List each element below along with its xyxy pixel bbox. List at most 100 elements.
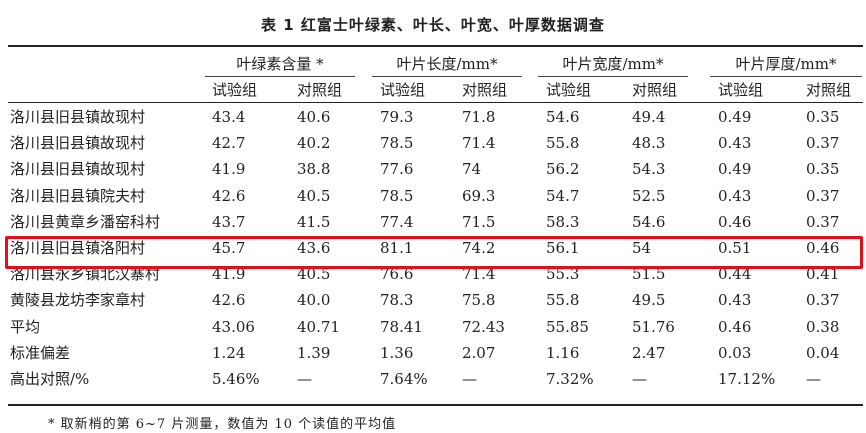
table-cell: 54.6 (546, 108, 580, 126)
table-cell: 7.32% (546, 370, 594, 388)
table-cell: 78.5 (380, 134, 414, 152)
table-cell: 55.85 (546, 318, 589, 336)
footnote: * 取新梢的第 6~7 片测量，数值为 10 个读值的平均值 (48, 417, 397, 432)
table-cell: 77.4 (380, 213, 414, 231)
table-cell: 0.46 (718, 318, 752, 336)
table-cell: 0.43 (718, 134, 752, 152)
subheader-control: 对照组 (297, 81, 343, 99)
table-cell: 0.37 (806, 213, 840, 231)
table-cell: 0.46 (806, 239, 840, 257)
table-cell: 43.06 (212, 318, 255, 336)
table-cell: 1.39 (297, 344, 331, 362)
table-cell: 71.4 (462, 134, 496, 152)
row-label: 平均 (10, 318, 41, 336)
table-cell: 54.3 (632, 160, 666, 178)
table-cell: 0.37 (806, 291, 840, 309)
subheader-test: 试验组 (718, 81, 764, 99)
row-label: 洛川县旧县镇故现村 (10, 160, 146, 178)
table-cell: 1.16 (546, 344, 580, 362)
table-cell: 55.3 (546, 265, 580, 283)
table-cell: 42.7 (212, 134, 246, 152)
table-cell: 40.2 (297, 134, 331, 152)
table-cell: 72.43 (462, 318, 505, 336)
row-label: 洛川县黄章乡潘窑科村 (10, 213, 161, 231)
table-cell: 40.5 (297, 187, 331, 205)
table-cell: 48.3 (632, 134, 666, 152)
group-underline (710, 76, 862, 77)
table-cell: 40.71 (297, 318, 340, 336)
table-caption: 表 1 红富士叶绿素、叶长、叶宽、叶厚数据调查 (261, 16, 605, 34)
table-cell: 40.0 (297, 291, 331, 309)
table-cell: 56.1 (546, 239, 580, 257)
bottom-rule (8, 404, 863, 406)
table-cell: 74 (462, 160, 482, 178)
row-label: 洛川县旧县镇院夫村 (10, 187, 146, 205)
row-label: 高出对照/% (10, 370, 90, 388)
table-cell: 0.37 (806, 187, 840, 205)
table-cell: 56.2 (546, 160, 580, 178)
table-cell: 71.4 (462, 265, 496, 283)
row-highlight-box (5, 236, 863, 269)
table-cell: 51.76 (632, 318, 675, 336)
table-cell: 0.46 (718, 213, 752, 231)
table-cell: 0.51 (718, 239, 752, 257)
table-cell: 78.41 (380, 318, 423, 336)
table-cell: 0.43 (718, 291, 752, 309)
table-cell: 0.03 (718, 344, 752, 362)
table-cell: 54.7 (546, 187, 580, 205)
subheader-control: 对照组 (632, 81, 678, 99)
table-cell: 52.5 (632, 187, 666, 205)
row-label: 洛川县永乡镇北汉寨村 (10, 265, 161, 283)
table-cell: — (297, 370, 312, 388)
header-rule (8, 102, 863, 103)
group-header-chlorophyll: 叶绿素含量 * (236, 55, 324, 73)
table-cell: 17.12% (718, 370, 776, 388)
group-underline (372, 76, 522, 77)
subheader-test: 试验组 (546, 81, 592, 99)
table-cell: 49.5 (632, 291, 666, 309)
table-cell: 75.8 (462, 291, 496, 309)
row-label: 洛川县旧县镇洛阳村 (10, 239, 146, 257)
table-cell: 77.6 (380, 160, 414, 178)
table-cell: 0.38 (806, 318, 840, 336)
table-cell: 54.6 (632, 213, 666, 231)
table-cell: 2.07 (462, 344, 496, 362)
table-cell: 0.49 (718, 160, 752, 178)
group-header-length: 叶片长度/mm* (396, 55, 498, 73)
table-cell: 55.8 (546, 291, 580, 309)
table-cell: 0.35 (806, 160, 840, 178)
row-label: 洛川县旧县镇故现村 (10, 108, 146, 126)
table-cell: 58.3 (546, 213, 580, 231)
group-underline (538, 76, 688, 77)
table-cell: 0.44 (718, 265, 752, 283)
table-cell: 41.9 (212, 160, 246, 178)
row-label: 标准偏差 (10, 344, 71, 362)
table-cell: 7.64% (380, 370, 428, 388)
subheader-control: 对照组 (462, 81, 508, 99)
subheader-test: 试验组 (380, 81, 426, 99)
table-cell: 38.8 (297, 160, 331, 178)
group-underline (205, 76, 355, 77)
table-cell: 0.35 (806, 108, 840, 126)
table-cell: 69.3 (462, 187, 496, 205)
table-cell: 41.9 (212, 265, 246, 283)
table-cell: 0.49 (718, 108, 752, 126)
table-cell: 78.3 (380, 291, 414, 309)
table-cell: 42.6 (212, 187, 246, 205)
table-cell: 51.5 (632, 265, 666, 283)
table-cell: 0.04 (806, 344, 840, 362)
table-cell: 41.5 (297, 213, 331, 231)
table-cell: 76.6 (380, 265, 414, 283)
table-cell: 5.46% (212, 370, 260, 388)
table-cell: 74.2 (462, 239, 496, 257)
table-cell: 71.8 (462, 108, 496, 126)
table-cell: 55.8 (546, 134, 580, 152)
table-cell: 43.7 (212, 213, 246, 231)
group-header-thickness: 叶片厚度/mm* (735, 55, 837, 73)
table-cell: 78.5 (380, 187, 414, 205)
table-cell: 49.4 (632, 108, 666, 126)
table-cell: 45.7 (212, 239, 246, 257)
table-cell: 42.6 (212, 291, 246, 309)
table-cell: 43.6 (297, 239, 331, 257)
row-label: 洛川县旧县镇故现村 (10, 134, 146, 152)
